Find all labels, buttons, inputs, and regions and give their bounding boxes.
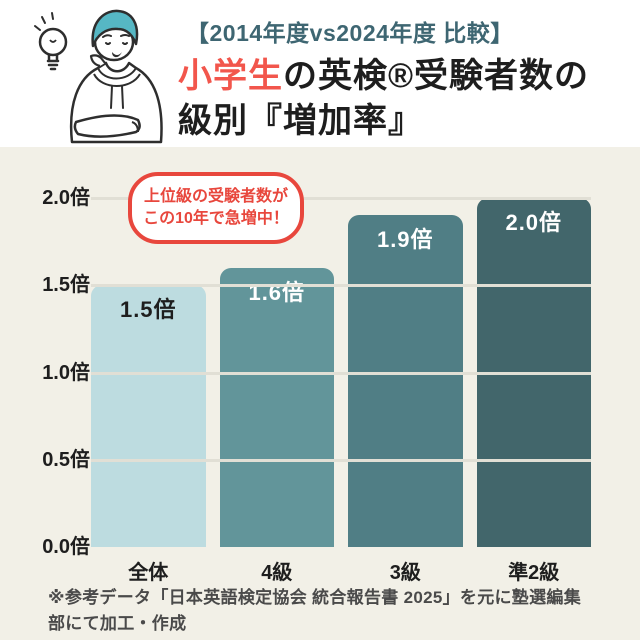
bar-value-label: 1.9倍: [376, 227, 434, 253]
bar-全体: 1.5倍: [91, 285, 206, 547]
callout-line1: 上位級の受験者数が: [143, 188, 288, 205]
gridline: [91, 284, 591, 288]
bar-value-label: 2.0倍: [505, 210, 563, 235]
comparison-subtitle: 【2014年度vs2024年度 比較】: [186, 20, 514, 46]
x-axis-label-4級: 4級: [261, 562, 293, 584]
gridline: [91, 197, 591, 200]
header: 【2014年度vs2024年度 比較】 小学生の英検®受験者数の 級別『増加率』: [0, 0, 640, 147]
y-axis-tick-label: 0.5倍: [42, 448, 90, 471]
x-axis-label-3級: 3級: [389, 562, 421, 584]
lightbulb-icon: [38, 27, 68, 71]
gridline: [91, 458, 591, 462]
title-rest: の英検®受験者数の: [283, 57, 590, 95]
title-highlight: 小学生: [178, 57, 283, 95]
header-text: 【2014年度vs2024年度 比較】 小学生の英検®受験者数の 級別『増加率』: [178, 14, 628, 144]
thinking-person-illustration: [34, 9, 163, 144]
callout-bubble: 上位級の受験者数が この10年で急増中！: [128, 172, 304, 244]
x-axis-label-準2級: 準2級: [508, 562, 560, 584]
source-note: ※参考データ「日本英語検定協会 統合報告書 2025」を元に塾選編集部にて加工・…: [48, 588, 581, 633]
page-title: 小学生の英検®受験者数の 級別『増加率』: [178, 54, 628, 144]
gridline: [91, 371, 591, 375]
callout-line2: この10年で急増中！: [143, 210, 289, 227]
person-figure: [69, 9, 163, 144]
sparkle-icon: [34, 12, 54, 31]
y-axis-tick-label: 1.5倍: [42, 274, 90, 297]
y-axis-tick-label: 0.0倍: [42, 536, 90, 558]
bar-value-label: 1.6倍: [248, 279, 306, 305]
x-axis-label-全体: 全体: [128, 562, 169, 584]
bar-value-label: 1.5倍: [119, 297, 177, 323]
bar-chart: 上位級の受験者数が この10年で急増中！ ※参考データ「日本英語検定協会 統合報…: [0, 147, 640, 640]
bar-3級: 1.9倍: [348, 215, 463, 547]
y-axis-tick-label: 2.0倍: [42, 187, 90, 209]
bar-4級: 1.6倍: [219, 267, 334, 547]
y-axis-tick-label: 1.0倍: [42, 361, 90, 384]
title-line2: 級別『増加率』: [178, 101, 423, 140]
